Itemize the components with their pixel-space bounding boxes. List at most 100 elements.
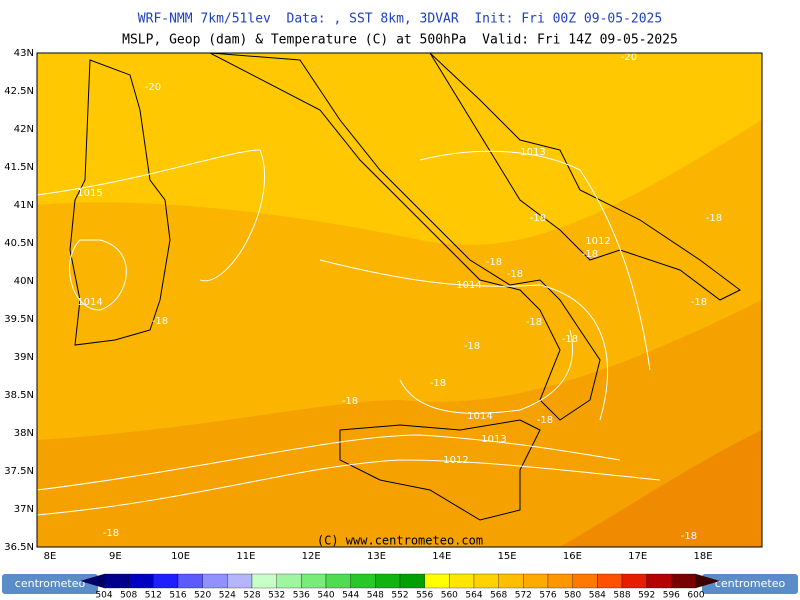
colorbar-swatch bbox=[399, 573, 425, 589]
lat-label: 39N bbox=[14, 352, 34, 363]
colorbar-swatch bbox=[202, 573, 228, 589]
contour-label: -18 bbox=[537, 415, 553, 426]
lon-label: 10E bbox=[171, 551, 190, 562]
colorbar-label: 576 bbox=[539, 591, 556, 600]
colorbar-label: 588 bbox=[613, 591, 630, 600]
lat-label: 42N bbox=[14, 124, 34, 135]
lon-label: 13E bbox=[367, 551, 386, 562]
colorbar-label: 544 bbox=[342, 591, 359, 600]
colorbar-label: 564 bbox=[465, 591, 482, 600]
lat-label: 41N bbox=[14, 200, 34, 211]
field-low bbox=[37, 300, 762, 547]
contour-label: 1012 bbox=[585, 236, 610, 247]
colorbar-swatch bbox=[572, 573, 598, 589]
colorbar-label: 556 bbox=[416, 591, 433, 600]
contour-label: -18 bbox=[342, 396, 358, 407]
colorbar-label: 540 bbox=[317, 591, 334, 600]
lat-label: 38N bbox=[14, 428, 34, 439]
contour-label: -18 bbox=[706, 213, 722, 224]
contour-label: -18 bbox=[103, 528, 119, 539]
logo-left-bg bbox=[2, 574, 98, 594]
contour-label: -20 bbox=[621, 52, 637, 63]
colorbar-label: 532 bbox=[268, 591, 285, 600]
lat-label: 42.5N bbox=[4, 86, 34, 97]
lon-label: 11E bbox=[236, 551, 255, 562]
contour-label: -18 bbox=[430, 378, 446, 389]
colorbar-label: 568 bbox=[490, 591, 507, 600]
contour-label: -18 bbox=[464, 341, 480, 352]
lon-label: 8E bbox=[44, 551, 57, 562]
colorbar-label: 584 bbox=[589, 591, 606, 600]
colorbar-swatch bbox=[523, 573, 549, 589]
contour-label: 1015 bbox=[77, 188, 102, 199]
lat-label: 40N bbox=[14, 276, 34, 287]
colorbar-swatch bbox=[671, 573, 697, 589]
contour-label: -18 bbox=[486, 257, 502, 268]
colorbar-label: 504 bbox=[95, 591, 112, 600]
colorbar-label: 528 bbox=[243, 591, 260, 600]
lat-label: 37N bbox=[14, 504, 34, 515]
colorbar-high-arrow bbox=[696, 574, 720, 588]
colorbar-label: 508 bbox=[120, 591, 137, 600]
colorbar-swatch bbox=[227, 573, 253, 589]
coastlines bbox=[69, 53, 741, 521]
logo-left: centrometeo bbox=[15, 577, 86, 590]
contour-label: -18 bbox=[562, 334, 578, 345]
colorbar-swatch bbox=[350, 573, 376, 589]
colorbar-swatch bbox=[424, 573, 450, 589]
contour-label: -18 bbox=[526, 317, 542, 328]
colorbar-swatch bbox=[103, 573, 129, 589]
colorbar-swatch bbox=[153, 573, 179, 589]
colorbar-label: 596 bbox=[663, 591, 680, 600]
colorbar-label: 552 bbox=[391, 591, 408, 600]
colorbar-label: 536 bbox=[293, 591, 310, 600]
contour-label: -18 bbox=[152, 316, 168, 327]
lat-label: 43N bbox=[14, 48, 34, 59]
colorbar-label: 592 bbox=[638, 591, 655, 600]
lat-label: 36.5N bbox=[4, 542, 34, 553]
contour-label: 1013 bbox=[520, 147, 545, 158]
map: -20 1015 1014 -18 1013 -18 1012 -18 -18 -18 1014 -1… bbox=[37, 52, 762, 547]
lon-label: 15E bbox=[498, 551, 517, 562]
lon-label: 16E bbox=[563, 551, 582, 562]
contour-label: -18 bbox=[530, 213, 546, 224]
lat-label: 38.5N bbox=[4, 390, 34, 401]
colorbar-label: 572 bbox=[515, 591, 532, 600]
colorbar-swatch bbox=[597, 573, 623, 589]
colorbar-label: 548 bbox=[367, 591, 384, 600]
map-frame bbox=[36, 52, 763, 548]
field-deep bbox=[560, 430, 762, 547]
title-line1: WRF-NMM 7km/51lev Data: , SST 8km, 3DVAR… bbox=[138, 12, 662, 27]
colorbar-swatch bbox=[375, 573, 401, 589]
lon-label: 12E bbox=[302, 551, 321, 562]
contour-label: 1014 bbox=[77, 297, 102, 308]
colorbar-swatch bbox=[276, 573, 302, 589]
colorbar-swatch bbox=[301, 573, 327, 589]
colorbar-swatch bbox=[449, 573, 475, 589]
lat-label: 41.5N bbox=[4, 162, 34, 173]
colorbar-swatch bbox=[325, 573, 351, 589]
contour-label: -18 bbox=[681, 531, 697, 542]
lon-label: 17E bbox=[628, 551, 647, 562]
lon-label: 14E bbox=[432, 551, 451, 562]
contour-label: -18 bbox=[582, 249, 598, 260]
colorbar-low-arrow bbox=[80, 574, 104, 588]
contour-label: -20 bbox=[145, 82, 161, 93]
contour-label: -18 bbox=[507, 269, 523, 280]
contour-label: 1014 bbox=[456, 280, 481, 291]
colorbar-swatch bbox=[473, 573, 499, 589]
logo-right-bg bbox=[702, 574, 798, 594]
contour-label: 1014 bbox=[467, 411, 492, 422]
copyright: (C) www.centrometeo.com bbox=[317, 534, 483, 548]
colorbar-label: 516 bbox=[169, 591, 186, 600]
colorbar-label: 524 bbox=[219, 591, 236, 600]
colorbar-label: 600 bbox=[687, 591, 704, 600]
contour-label: 1013 bbox=[481, 434, 506, 445]
colorbar-label: 560 bbox=[441, 591, 458, 600]
colorbar-label: 580 bbox=[564, 591, 581, 600]
lon-label: 18E bbox=[693, 551, 712, 562]
colorbar-swatch bbox=[547, 573, 573, 589]
colorbar-swatch bbox=[128, 573, 154, 589]
logo-right: centrometeo bbox=[715, 577, 786, 590]
